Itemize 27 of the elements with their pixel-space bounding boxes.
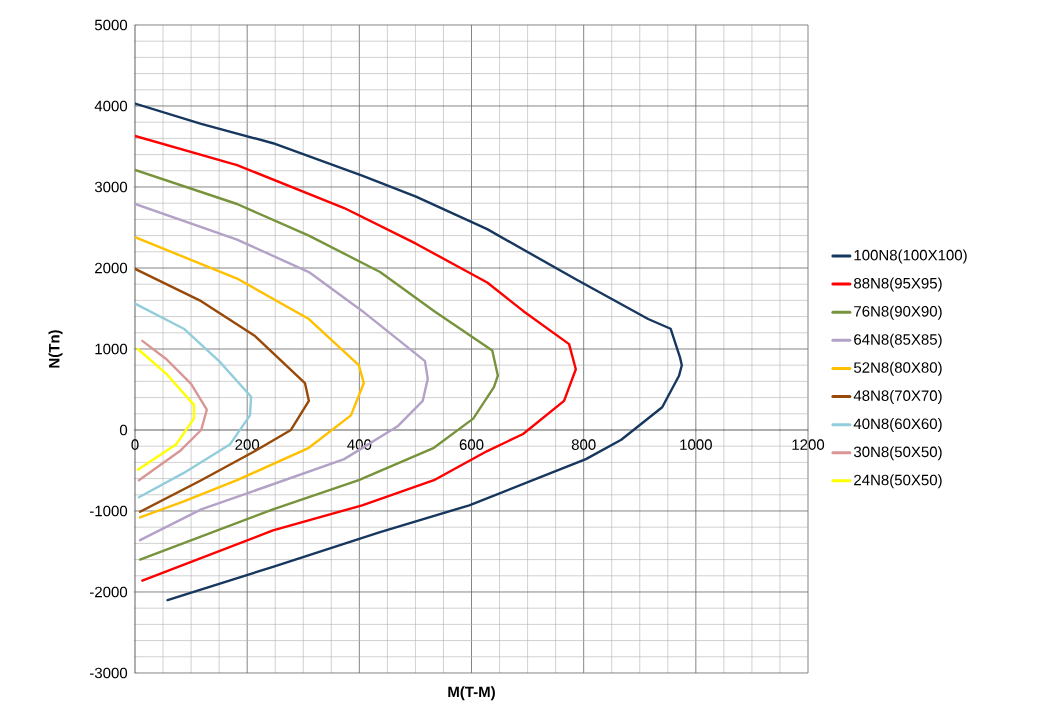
x-tick-label: 600: [459, 439, 484, 450]
y-tick-label: -1000: [89, 505, 128, 517]
y-tick-label: -2000: [89, 586, 128, 598]
x-tick-label: 0: [131, 439, 139, 450]
x-tick-label: 1200: [792, 439, 825, 450]
y-tick-label: -3000: [89, 667, 128, 679]
y-tick-label: 0: [119, 424, 128, 436]
x-tick-label: 200: [235, 439, 260, 450]
y-tick-label: 5000: [94, 19, 128, 31]
legend-label: 30N8(50X50): [853, 446, 942, 461]
legend-label: 64N8(85X85): [854, 333, 942, 348]
legend-label: 48N8(70X70): [853, 389, 942, 404]
y-tick-label: 2000: [95, 262, 128, 274]
legend-label: 100N8(100X100): [854, 249, 967, 264]
legend-label: 40N8(60X60): [853, 418, 942, 433]
legend-label: 52N8(80X80): [853, 361, 942, 376]
legend-label: 24N8(50X50): [854, 474, 942, 489]
x-axis-title: M(T-M): [448, 686, 495, 701]
y-tick-label: 4000: [94, 100, 128, 112]
line-series: [137, 339, 208, 482]
y-axis-title: N(Tn): [48, 330, 63, 368]
x-tick-label: 1000: [680, 439, 712, 450]
y-tick-label: 3000: [94, 181, 128, 193]
y-tick-label: 1000: [95, 343, 128, 355]
legend-label: 88N8(95X95): [854, 277, 942, 292]
x-tick-label: 800: [571, 439, 596, 450]
legend-label: 76N8(90X90): [854, 305, 942, 320]
